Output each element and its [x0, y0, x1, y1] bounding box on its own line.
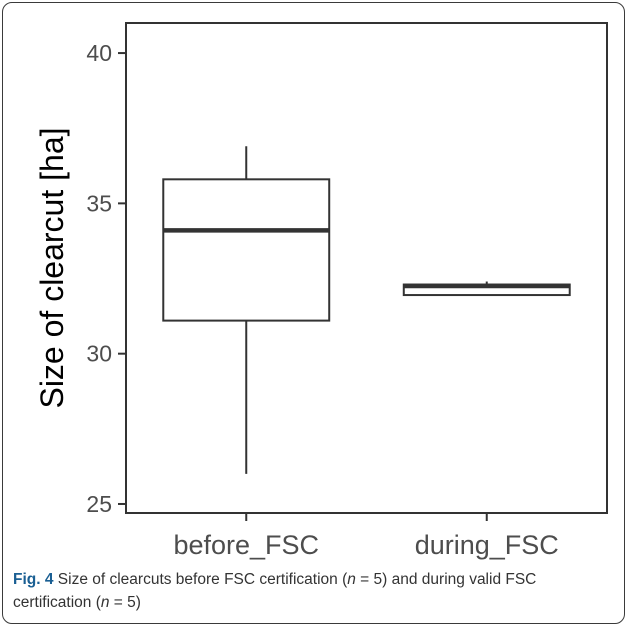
x-tick-label: before_FSC: [173, 530, 319, 560]
figure-caption: Fig. 4 Size of clearcuts before FSC cert…: [13, 568, 613, 614]
box: [162, 178, 331, 322]
caption-text-1: Size of clearcuts before FSC certificati…: [53, 571, 348, 588]
caption-text-2: = 5) and during valid FSC certification …: [13, 571, 537, 611]
caption-n-var-2: n: [100, 594, 110, 611]
caption-n-var-1: n: [347, 571, 356, 588]
boxes: [162, 146, 571, 474]
y-axis: 25 30 35 40: [86, 40, 126, 517]
y-tick-label: 30: [86, 341, 112, 367]
x-tick-label: during_FSC: [415, 530, 559, 560]
y-axis-title: Size of clearcut [ha]: [34, 127, 70, 408]
y-tick-label: 40: [86, 40, 112, 66]
box-plot: 25 30 35 40 before_FSC during_FSC Size of cl…: [34, 22, 608, 560]
caption-text-3: = 5): [109, 594, 141, 611]
y-tick-label: 25: [86, 491, 112, 517]
figure-label: Fig. 4: [13, 571, 54, 588]
x-axis: before_FSC during_FSC: [173, 513, 559, 560]
y-tick-label: 35: [86, 190, 112, 216]
